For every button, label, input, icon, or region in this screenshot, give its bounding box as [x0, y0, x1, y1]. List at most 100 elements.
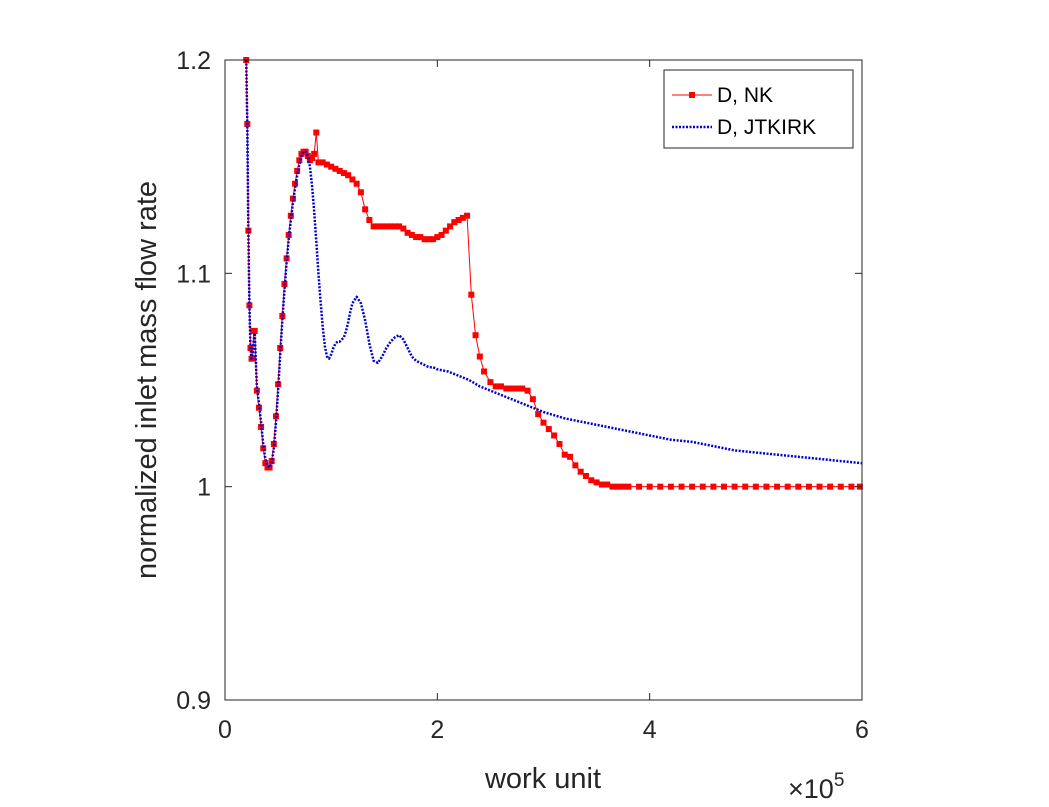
data-point — [784, 483, 791, 490]
data-point — [577, 468, 584, 475]
y-tick-label: 1 — [197, 474, 211, 502]
data-point — [742, 483, 749, 490]
data-point — [268, 458, 275, 465]
data-point — [593, 479, 600, 486]
data-point — [366, 217, 373, 223]
data-point — [689, 483, 696, 490]
x-exponent-base: ×10 — [788, 774, 834, 802]
data-point — [374, 223, 381, 230]
data-point — [304, 153, 311, 159]
data-point — [353, 180, 360, 187]
data-point — [387, 223, 394, 230]
data-point — [476, 353, 483, 360]
data-point — [464, 212, 471, 219]
data-point — [309, 155, 316, 162]
data-point — [556, 441, 563, 447]
data-point — [425, 236, 432, 243]
data-point — [379, 223, 386, 230]
data-point — [340, 170, 347, 177]
data-point — [519, 385, 526, 392]
x-axis-label: work unit — [484, 763, 601, 795]
data-point — [614, 483, 621, 490]
plot-border — [224, 59, 863, 701]
series-1 — [244, 59, 863, 469]
data-point — [604, 481, 611, 488]
data-point — [827, 483, 834, 490]
y-tick-label: 1.2 — [176, 47, 211, 75]
data-point — [524, 387, 531, 394]
data-point — [315, 159, 322, 166]
legend: D, NK D, JTKIRK — [663, 69, 854, 149]
data-point — [404, 229, 411, 236]
data-point — [529, 396, 536, 403]
data-point — [710, 483, 717, 490]
data-point — [513, 385, 520, 392]
legend-box — [663, 69, 854, 149]
data-point — [287, 212, 294, 219]
data-point — [481, 368, 488, 375]
data-point — [848, 483, 855, 490]
x-tick-label: 2 — [430, 716, 444, 744]
data-point — [283, 255, 290, 262]
data-point — [492, 383, 499, 390]
data-point — [636, 483, 643, 490]
data-point — [421, 236, 428, 243]
y-tick-label: 0.9 — [176, 687, 211, 715]
data-point — [349, 176, 356, 183]
data-point — [357, 189, 364, 196]
legend-label-jtkirk: D, JTKIRK — [717, 116, 816, 139]
y-axis-label: normalized inlet mass flow rate — [131, 181, 163, 579]
data-point — [362, 206, 369, 213]
data-point — [451, 219, 458, 226]
legend-marker-nk — [689, 92, 695, 98]
data-point — [245, 227, 252, 234]
data-point — [459, 214, 466, 221]
data-point — [551, 432, 558, 439]
data-point — [774, 483, 781, 490]
x-tick-label: 4 — [643, 716, 657, 744]
ticks-layer: 0 2 4 6 0.9 1 1.1 1.2 — [176, 47, 869, 744]
y-tick-label: 1.1 — [176, 260, 211, 288]
data-point — [561, 451, 568, 458]
data-point — [503, 385, 510, 392]
data-point — [311, 150, 318, 157]
data-point — [816, 483, 823, 490]
data-point — [678, 483, 685, 490]
data-point — [752, 483, 759, 490]
data-point — [438, 231, 445, 238]
data-point — [646, 483, 653, 490]
data-point — [313, 129, 320, 136]
data-point — [296, 157, 303, 164]
data-point — [417, 234, 424, 241]
legend-label-nk: D, NK — [717, 84, 773, 107]
series-layer — [243, 57, 863, 490]
data-point — [837, 483, 844, 490]
data-point — [498, 383, 505, 390]
data-point — [266, 464, 273, 471]
x-tick-label: 0 — [218, 716, 232, 744]
data-point — [620, 483, 627, 490]
data-point — [328, 163, 335, 170]
data-point — [289, 195, 296, 202]
data-point — [262, 460, 269, 467]
data-point — [667, 483, 674, 490]
data-point — [400, 225, 407, 232]
data-point — [763, 483, 770, 490]
data-point — [323, 161, 330, 168]
data-point — [468, 291, 475, 298]
data-point — [795, 483, 802, 490]
series-line-1 — [244, 59, 863, 469]
data-point — [442, 227, 449, 234]
data-point — [413, 234, 420, 241]
data-point — [588, 477, 595, 484]
data-point — [699, 483, 706, 490]
x-exponent-power: 5 — [834, 770, 845, 791]
data-point — [487, 379, 494, 386]
data-point — [391, 223, 398, 230]
data-point — [508, 385, 515, 392]
data-point — [535, 411, 542, 418]
data-point — [383, 223, 390, 230]
data-point — [598, 481, 605, 488]
data-point — [625, 483, 632, 490]
data-point — [260, 445, 267, 452]
